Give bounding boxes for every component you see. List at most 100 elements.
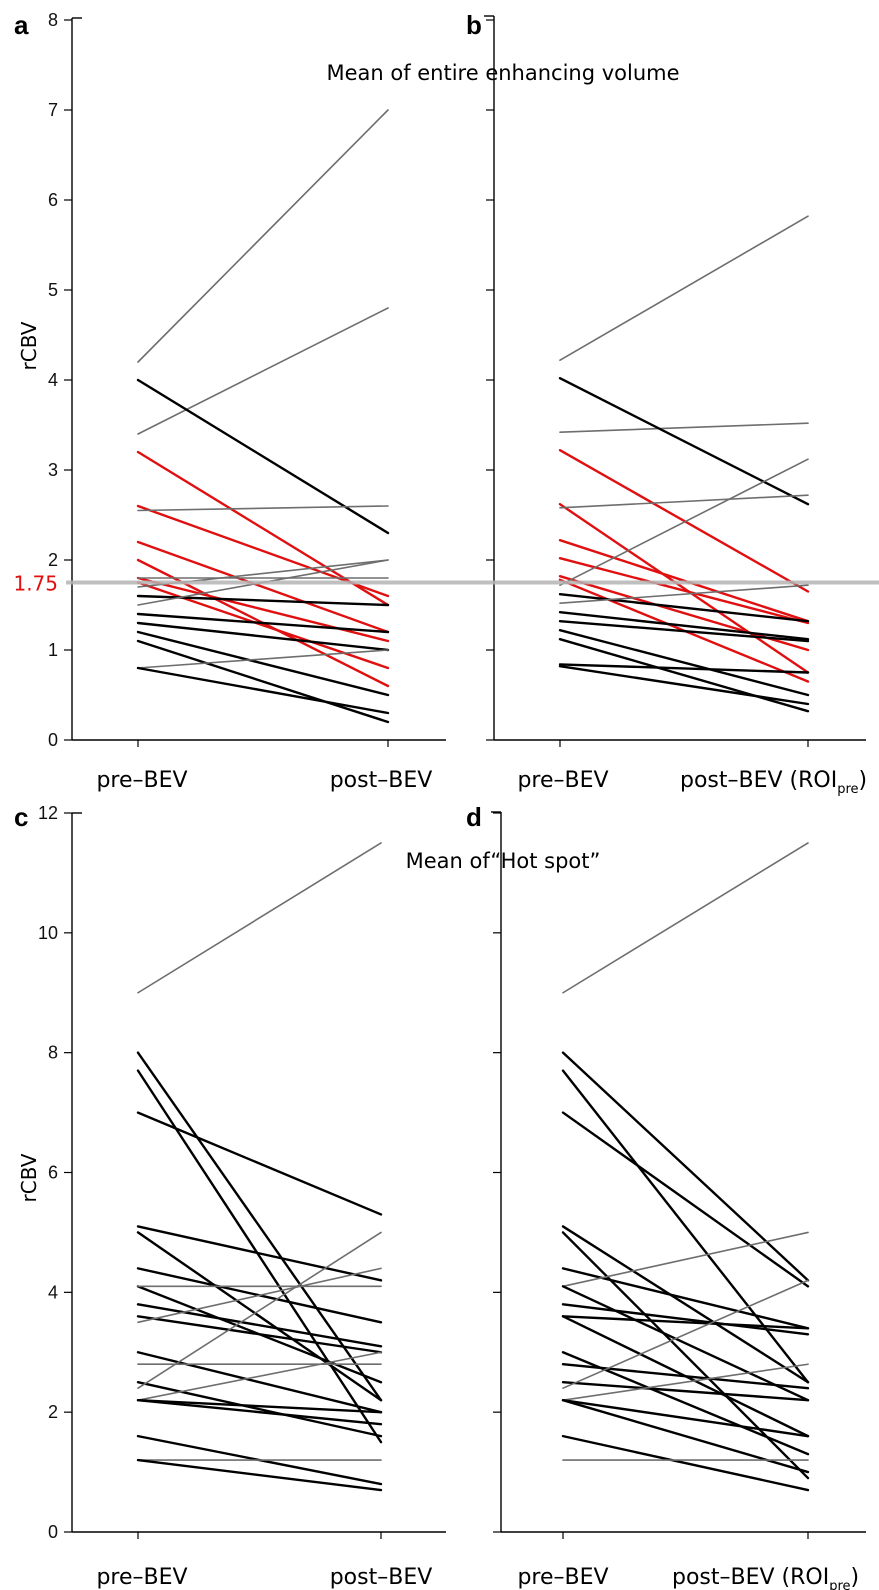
panel-c-series-line <box>137 842 382 994</box>
panel-d-series-line <box>561 1303 810 1336</box>
panel-a-series-line <box>137 505 389 512</box>
panel-c-series-line <box>136 1398 383 1414</box>
panel-b-series-line <box>558 593 810 623</box>
panel-c-y-tick-label: 2 <box>48 1402 58 1422</box>
panel-a-series-line <box>137 307 389 435</box>
panel-c-y-tick-label: 6 <box>48 1163 58 1183</box>
panel-b-plot <box>484 15 866 747</box>
panel-a-y-axis-label: rCBV <box>17 321 41 370</box>
panel-c-plot: 0 2 4 6 8 10 12 <box>38 803 446 1542</box>
panel-c-series-line <box>136 1051 383 1402</box>
panel-a-series-line <box>136 621 390 652</box>
panel-c-series-line <box>136 1069 383 1444</box>
panel-d-series-line <box>561 1111 810 1288</box>
panel-d-series-line <box>561 1051 810 1282</box>
panel-c-y-tick-label: 4 <box>48 1282 58 1302</box>
panel-d-series-line <box>561 1315 810 1330</box>
panel-a-annotation: Mean of entire enhancing volume <box>326 61 679 85</box>
panel-a-y-tick-label: 2 <box>48 550 58 570</box>
panel-b-series-line <box>559 422 809 434</box>
panel-c-series-line <box>136 1231 383 1402</box>
panel-d-category-post: post–BEV (ROIpre) <box>672 1565 859 1590</box>
panel-d-series-line <box>561 1231 810 1480</box>
panel-c-annotation: Mean of“Hot spot” <box>406 849 601 873</box>
panel-d-category-post-close: ) <box>851 1565 860 1590</box>
panel-b-category-post-main: post–BEV (ROI <box>680 768 837 793</box>
panel-d-series-line <box>561 1267 810 1330</box>
panel-a-series-line <box>136 666 390 715</box>
panel-b-category-post: post–BEV (ROIpre) <box>680 768 867 797</box>
panel-b-series-line <box>558 503 810 674</box>
panel-d-series-line <box>562 1363 809 1401</box>
panel-c-category-pre: pre–BEV <box>96 1565 187 1590</box>
panel-c-series-line <box>136 1303 383 1348</box>
panel-d-series-line <box>561 1434 810 1492</box>
panel-b-series-line <box>558 665 810 706</box>
panel-a-series-line <box>136 612 390 634</box>
panel-a-y-tick-label: 3 <box>48 460 58 480</box>
panel-d-series-line <box>561 1398 810 1438</box>
panel-b-series-line <box>559 458 809 587</box>
panel-d-category-post-subscript: pre <box>829 1579 850 1590</box>
panel-a-series-line <box>136 576 390 643</box>
panel-a-series-line <box>136 594 390 607</box>
panel-b-series-line <box>558 638 810 713</box>
panel-c-series-line <box>136 1398 383 1426</box>
panel-a-series-line <box>136 450 390 607</box>
panel-c-y-tick-label: 10 <box>38 923 58 943</box>
panel-a-series-line <box>136 540 390 634</box>
panel-b-letter: b <box>466 10 482 40</box>
panel-c-series-line <box>137 1267 382 1324</box>
panel-c-category-post: post–BEV <box>330 1565 433 1590</box>
panel-d-series-line <box>561 1225 810 1384</box>
panel-d-series-line <box>562 842 809 994</box>
panel-c-letter: c <box>14 802 28 832</box>
panel-d-series-line <box>562 1231 809 1288</box>
panel-c-y-tick-label: 8 <box>48 1043 58 1063</box>
panel-a-y-tick-label: 8 <box>48 10 58 30</box>
panel-c-series-line <box>136 1225 383 1282</box>
panel-d-category-pre: pre–BEV <box>517 1565 608 1590</box>
panel-a-letter: a <box>14 10 29 40</box>
panel-b-series-line <box>559 494 809 509</box>
panel-d-category-post-main: post–BEV (ROI <box>672 1565 829 1590</box>
panel-c-series-line <box>136 1315 383 1354</box>
panel-a-plot: 0 1 2 3 4 5 6 7 8 <box>48 10 446 750</box>
panel-a-category-post: post–BEV <box>330 768 433 793</box>
panel-b: b pre–BEV post–BEV (ROIpre) <box>466 10 867 797</box>
panel-c-series-line <box>137 1351 382 1401</box>
panel-d-letter: d <box>466 802 482 832</box>
panel-b-category-post-close: ) <box>859 768 868 793</box>
panel-b-series-line <box>558 663 810 674</box>
panel-c-y-tick-label: 12 <box>38 803 58 823</box>
panel-b-category-post-subscript: pre <box>837 782 858 797</box>
panel-a-y-tick-label: 6 <box>48 190 58 210</box>
panel-d-series-line <box>562 1279 809 1389</box>
panel-c-y-tick-label: 0 <box>48 1522 58 1542</box>
panel-a-y-tick-label: 4 <box>48 370 58 390</box>
panel-c-series-line <box>136 1458 383 1492</box>
panel-b-series-line <box>559 584 809 605</box>
panel-c: c Mean of“Hot spot” rCBV pre–BEV post–BE… <box>14 802 600 1590</box>
panel-c-series-line <box>136 1381 383 1438</box>
panel-a-series-line <box>136 581 390 670</box>
panel-a-y-tick-label: 0 <box>48 730 58 750</box>
panel-d-series-line <box>561 1398 810 1474</box>
panel-b-series-line <box>559 215 809 362</box>
panel-b-series-line <box>558 377 810 506</box>
panel-a-series-line <box>136 630 390 697</box>
panel-b-series-line <box>558 629 810 697</box>
panel-b-series-line <box>558 449 810 593</box>
panel-a-y-tick-label: 5 <box>48 280 58 300</box>
panel-b-series-line <box>558 611 810 641</box>
panel-b-category-pre: pre–BEV <box>517 768 608 793</box>
panel-a-series-line <box>137 649 389 669</box>
panel-d-plot <box>491 811 866 1539</box>
panel-a-series-line <box>137 109 389 363</box>
threshold-label: 1.75 <box>13 572 58 596</box>
panel-a-y-tick-label: 1 <box>48 640 58 660</box>
panel-d-series-line <box>561 1381 810 1402</box>
panel-d-series-line <box>561 1285 810 1402</box>
